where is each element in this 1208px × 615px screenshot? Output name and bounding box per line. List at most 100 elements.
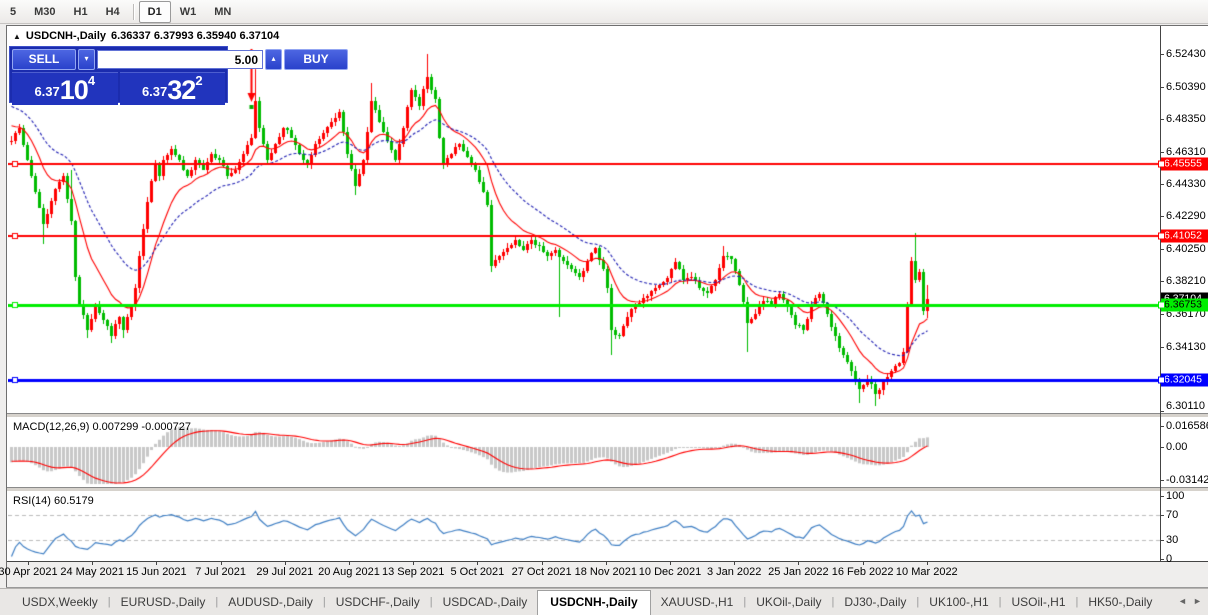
rsi-indicator-label: RSI(14) 60.5179 xyxy=(13,495,94,507)
pane-splitter[interactable] xyxy=(7,413,1208,418)
price-tick-label: 6.40250 xyxy=(1166,242,1206,255)
price-tick xyxy=(1160,347,1164,348)
rsi-tick-label: 70 xyxy=(1166,508,1179,521)
date-label: 18 Nov 2021 xyxy=(574,566,637,578)
volume-increase-button[interactable]: ▴ xyxy=(265,49,282,70)
sell-price[interactable]: 6.37 10 4 xyxy=(12,72,118,105)
price-tick xyxy=(1160,249,1164,250)
price-tick xyxy=(1160,152,1164,153)
date-label: 13 Sep 2021 xyxy=(381,566,445,578)
macd-pane-canvas[interactable] xyxy=(8,418,1160,487)
date-axis-line xyxy=(7,561,1208,562)
price-tick-label: 6.38210 xyxy=(1166,275,1206,288)
timeframe-button-w1[interactable]: W1 xyxy=(179,5,197,18)
chart-window-border xyxy=(6,25,7,587)
date-tick xyxy=(927,561,928,565)
one-click-trading-panel: SELL ▾ ▴ BUY 6.37 10 4 6.37 32 2 xyxy=(9,46,348,105)
price-tick xyxy=(1160,184,1164,185)
timeframe-toolbar: 5 M30 H1 H4 D1 W1 MN xyxy=(0,0,1208,24)
chart-ohlc-values: 6.36337 6.37993 6.35940 6.37104 xyxy=(111,30,280,42)
timeframe-button-h4[interactable]: H4 xyxy=(105,5,120,18)
price-tick xyxy=(1160,314,1164,315)
chart-title: ▲ USDCNH-,Daily 6.36337 6.37993 6.35940 … xyxy=(13,30,279,42)
buy-price-digits: 32 xyxy=(167,75,196,105)
tab-usoil-h1[interactable]: USOil-,H1 xyxy=(1011,595,1066,609)
rsi-pane-canvas[interactable] xyxy=(8,492,1160,560)
tab-hk50-daily[interactable]: HK50-,Daily xyxy=(1088,595,1153,609)
pane-splitter[interactable] xyxy=(7,487,1208,492)
buy-price-prefix: 6.37 xyxy=(141,84,168,99)
date-tick xyxy=(92,561,93,565)
price-tick-label: 6.30110 xyxy=(1166,400,1205,412)
tab-scroll-left-icon[interactable]: ◄ xyxy=(1178,596,1187,606)
sell-price-prefix: 6.37 xyxy=(34,84,60,99)
date-tick xyxy=(606,561,607,565)
price-tick xyxy=(1160,411,1164,412)
tab-xauusd-h1[interactable]: XAUUSD-,H1 xyxy=(660,595,734,609)
date-tick xyxy=(221,561,222,565)
tab-dj30-daily[interactable]: DJ30-,Daily xyxy=(844,595,907,609)
collapse-panel-icon[interactable]: ▲ xyxy=(13,31,21,41)
tab-separator: | xyxy=(107,596,111,608)
rsi-tick-label: 30 xyxy=(1166,533,1179,546)
macd-tick xyxy=(1160,426,1164,427)
chart-window-border xyxy=(6,25,1208,26)
macd-indicator-label: MACD(12,26,9) 0.007299 -0.000727 xyxy=(13,421,191,433)
date-tick xyxy=(798,561,799,565)
price-axis-line xyxy=(1160,26,1161,561)
macd-tick-label: 0.016586 xyxy=(1166,420,1208,433)
tab-separator: | xyxy=(998,596,1002,608)
date-tick xyxy=(734,561,735,565)
buy-price[interactable]: 6.37 32 2 xyxy=(119,72,225,105)
date-label: 5 Oct 2021 xyxy=(450,566,505,578)
tab-usdx-weekly[interactable]: USDX,Weekly xyxy=(22,595,98,609)
timeframe-button-m30[interactable]: M30 xyxy=(34,5,56,18)
tab-usdcad-daily[interactable]: USDCAD-,Daily xyxy=(442,595,528,609)
date-label: 10 Mar 2022 xyxy=(895,566,958,578)
level-anchor-icon xyxy=(1158,232,1165,240)
tab-separator: | xyxy=(743,596,747,608)
price-tick-label: 6.52430 xyxy=(1166,47,1206,60)
tab-usdchf-daily[interactable]: USDCHF-,Daily xyxy=(335,595,420,609)
tab-scroll-right-icon[interactable]: ► xyxy=(1193,596,1202,606)
date-label: 7 Jul 2021 xyxy=(195,566,246,578)
tab-separator: | xyxy=(322,596,326,608)
volume-decrease-button[interactable]: ▾ xyxy=(78,49,95,70)
date-label: 24 May 2021 xyxy=(60,566,124,578)
date-label: 25 Jan 2022 xyxy=(768,566,829,578)
tab-usdcnh-daily[interactable]: USDCNH-,Daily xyxy=(537,590,651,615)
date-label: 20 Aug 2021 xyxy=(318,566,380,578)
date-tick xyxy=(28,561,29,565)
timeframe-button-5[interactable]: 5 xyxy=(10,5,17,18)
tab-audusd-daily[interactable]: AUDUSD-,Daily xyxy=(228,595,313,609)
rsi-tick-label: 0 xyxy=(1166,552,1173,565)
tab-uk100-h1[interactable]: UK100-,H1 xyxy=(929,595,989,609)
tab-separator: | xyxy=(916,596,920,608)
sell-button[interactable]: SELL xyxy=(12,49,76,70)
chart-symbol-label: USDCNH-,Daily xyxy=(25,30,106,42)
level-anchor-icon xyxy=(1158,301,1165,309)
rsi-tick xyxy=(1160,540,1164,541)
volume-input[interactable] xyxy=(97,50,263,69)
timeframe-button-h1[interactable]: H1 xyxy=(73,5,88,18)
macd-tick-label: -0.03142 xyxy=(1166,474,1208,486)
timeframe-button-mn[interactable]: MN xyxy=(214,5,232,18)
date-tick xyxy=(670,561,671,565)
tab-separator: | xyxy=(429,596,433,608)
date-label: 16 Feb 2022 xyxy=(831,566,894,578)
price-tick xyxy=(1160,54,1164,55)
date-tick xyxy=(863,561,864,565)
date-tick xyxy=(156,561,157,565)
tab-ukoil-daily[interactable]: UKOil-,Daily xyxy=(756,595,822,609)
timeframe-button-d1[interactable]: D1 xyxy=(138,0,171,23)
date-tick xyxy=(477,561,478,565)
date-tick xyxy=(285,561,286,565)
date-label: 15 Jun 2021 xyxy=(126,566,187,578)
level-anchor-icon xyxy=(1158,376,1165,384)
macd-tick xyxy=(1160,447,1164,448)
buy-button[interactable]: BUY xyxy=(284,49,348,70)
tab-eurusd-daily[interactable]: EURUSD-,Daily xyxy=(120,595,206,609)
price-tick-label: 6.34130 xyxy=(1166,340,1206,353)
date-label: 10 Dec 2021 xyxy=(638,566,702,578)
